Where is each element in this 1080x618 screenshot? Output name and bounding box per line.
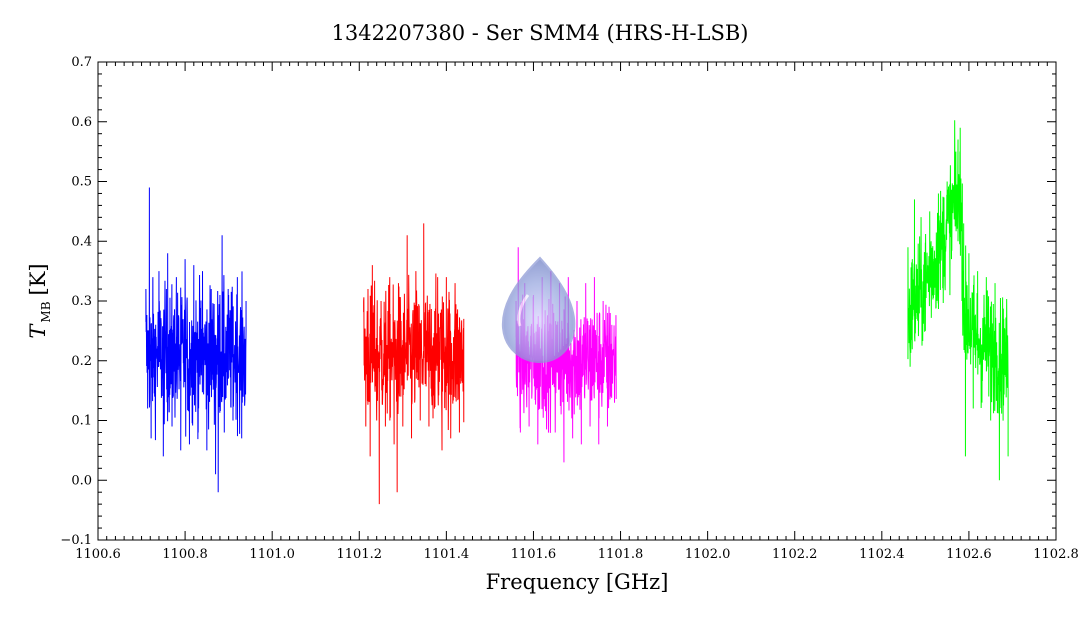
- chart-title: 1342207380 - Ser SMM4 (HRS-H-LSB): [332, 21, 749, 45]
- y-axis-label: TMB [K]: [26, 263, 53, 338]
- y-tick-label: 0.6: [71, 115, 92, 130]
- y-axis-unit: [K]: [26, 263, 50, 295]
- x-tick-label: 1101.2: [337, 547, 383, 562]
- y-tick-label: 0.0: [71, 473, 92, 488]
- spectrum-series-2: [363, 223, 465, 505]
- y-tick-label: −0.1: [60, 533, 92, 548]
- x-tick-labels: 1100.6 1100.8 1101.0 1101.2 1101.4 1101.6 1101…: [75, 547, 1079, 562]
- series-layer: [145, 120, 1009, 505]
- x-tick-label: 1101.6: [511, 547, 557, 562]
- x-tick-label: 1100.6: [75, 547, 121, 562]
- x-tick-label: 1102.0: [685, 547, 731, 562]
- spectrum-series-1: [145, 187, 247, 493]
- spectrum-series-4: [907, 120, 1009, 481]
- x-tick-label: 1101.0: [249, 547, 295, 562]
- y-tick-label: 0.5: [71, 175, 92, 190]
- y-tick-label: 0.1: [71, 414, 92, 429]
- watermark-droplet-icon: [501, 256, 576, 364]
- ticks-layer: [97, 61, 1057, 541]
- y-tick-label: 0.7: [71, 55, 92, 70]
- y-tick-labels: 0.7 0.6 0.5 0.4 0.3 0.2 0.1 0.0 −0.1: [60, 55, 92, 548]
- y-axis-symbol: T: [26, 323, 50, 339]
- x-tick-label: 1100.8: [162, 547, 208, 562]
- x-tick-label: 1102.4: [859, 547, 905, 562]
- x-tick-label: 1101.8: [598, 547, 644, 562]
- y-tick-label: 0.4: [71, 234, 92, 249]
- y-tick-label: 0.3: [71, 294, 92, 309]
- y-tick-label: 0.2: [71, 354, 92, 369]
- x-tick-label: 1102.8: [1033, 547, 1079, 562]
- y-axis-subscript: MB: [39, 301, 53, 322]
- svg-text:TMB[K]: TMB [K]: [26, 263, 53, 338]
- x-tick-label: 1102.2: [772, 547, 818, 562]
- x-tick-label: 1102.6: [946, 547, 992, 562]
- x-axis-label: Frequency [GHz]: [486, 570, 669, 594]
- x-tick-label: 1101.4: [424, 547, 470, 562]
